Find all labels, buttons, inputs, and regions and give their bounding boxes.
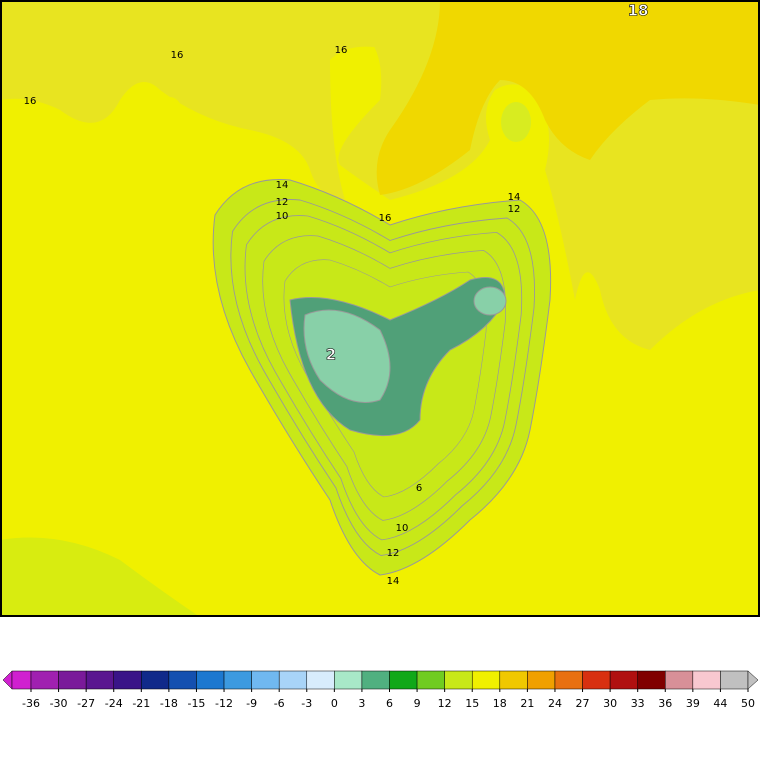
- colorbar-box: [692, 670, 721, 690]
- colorbar-tick-label: 18: [493, 697, 507, 710]
- colorbar-tick-label: -15: [187, 697, 205, 710]
- contour-label: 14: [387, 576, 400, 587]
- colorbar-box: [609, 670, 638, 690]
- colorbar-tick-label: -36: [22, 697, 40, 710]
- colorbar-cap: [747, 670, 759, 690]
- colorbar-box: [196, 670, 225, 690]
- colorbar-tick-label: 6: [386, 697, 393, 710]
- colorbar-tick-label: 15: [465, 697, 479, 710]
- colorbar-box: [582, 670, 611, 690]
- colorbar-tick-label: -9: [246, 697, 257, 710]
- colorbar-tick-label: 21: [520, 697, 534, 710]
- colorbar-tick-label: 3: [358, 697, 365, 710]
- colorbar-box: [85, 670, 114, 690]
- contour-label: 6: [416, 483, 422, 494]
- contour-label: 12: [387, 548, 400, 559]
- map-border: [0, 0, 760, 617]
- colorbar-tick-label: -21: [132, 697, 150, 710]
- colorbar-box: [113, 670, 142, 690]
- contour-label: 16: [24, 96, 37, 107]
- contour-2: [303, 309, 391, 403]
- extreme-label: 18: [628, 2, 649, 20]
- colorbar-box: [11, 670, 32, 690]
- contour-label: 14: [276, 180, 289, 191]
- contour-2: [473, 286, 507, 316]
- colorbar-box: [554, 670, 583, 690]
- colorbar-tick-label: -30: [50, 697, 68, 710]
- colorbar-box: [361, 670, 390, 690]
- field-16: [0, 0, 440, 200]
- colorbar-tick-label: 50: [741, 697, 755, 710]
- contour-label: 16: [171, 50, 184, 61]
- contour-label: 16: [335, 45, 348, 56]
- colorbar-box: [527, 670, 556, 690]
- colorbar-box: [720, 670, 749, 690]
- colorbar: -36 -30 -27 -24 -21 -18 -15 -12 -9 -6 -3 0 3 6 9 12 15 18…: [2, 670, 759, 710]
- colorbar-box: [444, 670, 473, 690]
- colorbar-tick-label: 9: [414, 697, 421, 710]
- map-area: 16 16 16 14 12 10 16 14 12 6 10 12 14 2 …: [0, 0, 760, 617]
- colorbar-tick-label: 0: [331, 697, 338, 710]
- colorbar-box: [58, 670, 87, 690]
- colorbar-tick-label: 33: [631, 697, 645, 710]
- colorbar-box: [30, 670, 59, 690]
- colorbar-tick-label: 27: [576, 697, 590, 710]
- field-16: [155, 97, 185, 147]
- colorbar-tick-label: -24: [105, 697, 123, 710]
- colorbar-tick-label: 39: [686, 697, 700, 710]
- colorbar-box: [168, 670, 197, 690]
- colorbar-box: [416, 670, 445, 690]
- colorbar-tick-label: -6: [274, 697, 285, 710]
- colorbar-tick-label: -3: [301, 697, 312, 710]
- colorbar-tick-label: 12: [438, 697, 452, 710]
- extreme-label: 2: [326, 346, 336, 364]
- colorbar-box: [334, 670, 363, 690]
- colorbar-tick-label: -12: [215, 697, 233, 710]
- field-14: [501, 102, 531, 142]
- contour-label: 10: [276, 211, 289, 222]
- colorbar-box: [278, 670, 308, 690]
- contour-label: 12: [276, 197, 289, 208]
- contour-label: 16: [379, 213, 392, 224]
- field-18: [376, 0, 760, 195]
- colorbar-box: [471, 670, 501, 690]
- colorbar-tick-label: 36: [658, 697, 672, 710]
- contour-label: 10: [396, 523, 409, 534]
- colorbar-box: [306, 670, 335, 690]
- colorbar-tick-label: -27: [77, 697, 95, 710]
- colorbar-tick-label: -18: [160, 697, 178, 710]
- colorbar-box: [223, 670, 252, 690]
- colorbar-box: [637, 670, 666, 690]
- colorbar-box: [141, 670, 170, 690]
- contour-label: 14: [508, 192, 521, 203]
- colorbar-tick-label: 24: [548, 697, 562, 710]
- contour-label: 12: [508, 204, 521, 215]
- colorbar-tick-label: 30: [603, 697, 617, 710]
- colorbar-box: [665, 670, 694, 690]
- colorbar-box: [389, 670, 418, 690]
- colorbar-box: [251, 670, 280, 690]
- colorbar-cap: [2, 670, 13, 690]
- colorbar-box: [499, 670, 528, 690]
- field-14: [0, 537, 200, 617]
- colorbar-tick-label: 44: [713, 697, 727, 710]
